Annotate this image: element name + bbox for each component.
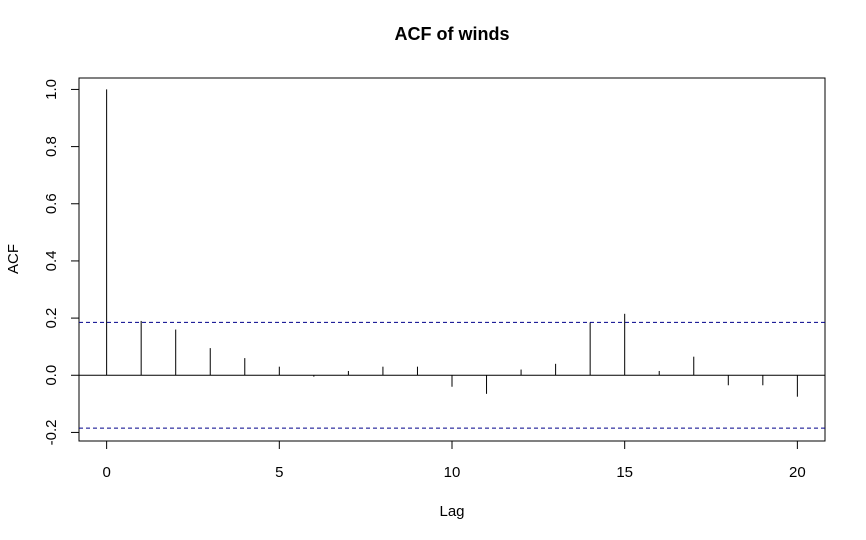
acf-bars xyxy=(106,89,798,397)
chart-title: ACF of winds xyxy=(395,24,510,44)
y-axis: -0.2 0.0 0.2 0.4 0.6 0.8 1.0 xyxy=(43,79,80,445)
x-tick-label: 5 xyxy=(275,464,283,481)
x-tick-label: 10 xyxy=(444,464,461,481)
y-tick-label: 1.0 xyxy=(43,79,60,100)
y-tick-label: 0.2 xyxy=(43,308,60,329)
x-tick-label: 0 xyxy=(102,464,110,481)
y-tick-label: 0.0 xyxy=(43,365,60,386)
x-tick-label: 15 xyxy=(616,464,633,481)
y-tick-label: 0.6 xyxy=(43,193,60,214)
x-tick-label: 20 xyxy=(789,464,806,481)
reference-lines xyxy=(79,321,825,429)
x-axis: 0 5 10 15 20 xyxy=(102,440,806,481)
y-tick-label: -0.2 xyxy=(43,419,60,445)
y-axis-label: ACF xyxy=(5,244,22,274)
x-axis-label: Lag xyxy=(439,503,464,520)
y-tick-label: 0.8 xyxy=(43,136,60,157)
y-tick-label: 0.4 xyxy=(43,250,60,271)
